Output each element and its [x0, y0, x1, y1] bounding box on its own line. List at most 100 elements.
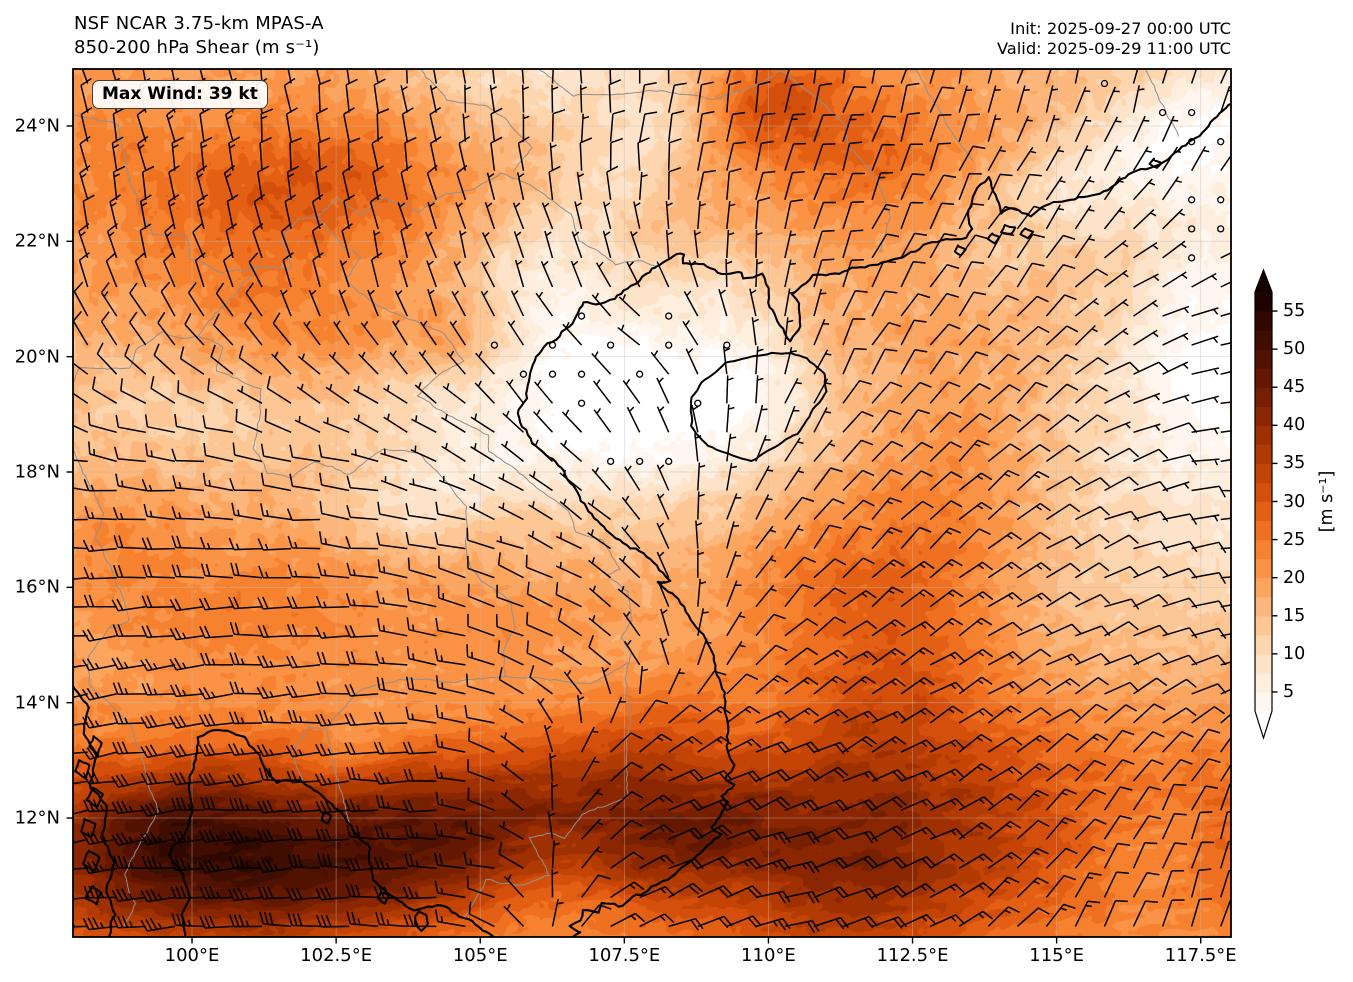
colorbar-tick-label: 35: [1283, 453, 1306, 474]
island-island_my5: [74, 759, 91, 780]
colorbar-tick-label: 25: [1283, 529, 1306, 550]
shear-field-canvas: [73, 69, 1231, 937]
y-tick-label: 14°N: [14, 692, 60, 714]
colorbar-tick-label: 10: [1283, 643, 1306, 664]
x-tick-label: 100°E: [164, 945, 220, 966]
colorbar-axis-label: [m s⁻¹]: [1317, 471, 1337, 533]
calm-wind-circle: [1217, 196, 1225, 204]
wind-barb-staffs: [73, 69, 1231, 933]
calm-wind-circle: [636, 370, 644, 378]
border-cn_vn: [315, 172, 657, 267]
colorbar-band: [1255, 691, 1272, 712]
border-gd_fj: [1144, 69, 1180, 137]
island-island_sz: [1148, 157, 1163, 169]
colorbar-band: [1255, 520, 1272, 541]
border-la_th: [197, 335, 516, 677]
border-vn_la: [316, 216, 633, 663]
island-phuquoc: [414, 910, 429, 932]
calm-wind-circle: [665, 341, 673, 349]
calm-wind-circle: [1217, 225, 1225, 233]
coast-gulf_thailand: [168, 728, 495, 937]
border-la_kh: [504, 662, 629, 685]
colorbar-band: [1255, 425, 1272, 445]
colorbar-band: [1255, 615, 1272, 636]
y-tick-label: 16°N: [14, 576, 60, 598]
colorbar-tick-label: 45: [1283, 377, 1306, 398]
calm-wind-circle: [665, 457, 673, 466]
calm-wind-circle: [606, 341, 615, 349]
colorbar-band: [1255, 387, 1272, 407]
border-yunnan_gx: [419, 69, 533, 172]
max-wind-annotation: Max Wind: 39 kt: [92, 80, 268, 109]
calm-wind-circle: [548, 370, 557, 378]
coastlines: [73, 102, 1231, 937]
colorbar-tick-label: 15: [1283, 605, 1306, 626]
x-tick-label: 107.5°E: [588, 945, 661, 966]
colorbar-band: [1255, 406, 1272, 426]
border-hunan_gd: [780, 70, 891, 253]
colorbar-band: [1255, 672, 1272, 693]
colorbar-band: [1255, 444, 1272, 465]
island-island_my4: [85, 786, 105, 809]
colorbar-band: [1255, 577, 1272, 598]
colorbar-band: [1255, 311, 1272, 331]
calm-wind-circle: [548, 341, 557, 349]
colorbar-band: [1255, 596, 1272, 617]
calm-wind-circle: [1187, 254, 1196, 262]
colorbar-band: [1255, 558, 1272, 579]
calm-wind-circle: [577, 370, 586, 378]
border-guizhou_gx: [537, 69, 782, 101]
calm-wind-circle: [636, 457, 644, 466]
border-th_mm: [73, 330, 198, 384]
island-island_hk1: [1000, 224, 1017, 235]
island-island_hk3: [1019, 227, 1035, 240]
border-vn_kh: [464, 662, 631, 919]
calm-wind-circle: [1187, 138, 1196, 146]
colorbar-extend-min: [1255, 711, 1272, 738]
calm-wind-circle: [1217, 138, 1225, 146]
border-gd_gx2: [915, 69, 974, 161]
graticule-gridlines: [73, 69, 1231, 937]
calm-wind-circle: [1187, 196, 1196, 204]
calm-wind-circle: [1187, 225, 1196, 233]
border-mm_la_mekong: [197, 265, 259, 337]
calm-wind-circle: [577, 312, 586, 320]
x-tick-label: 110°E: [741, 945, 796, 966]
plot-title: NSF NCAR 3.75-km MPAS-A 850-200 hPa Shea…: [74, 12, 324, 60]
colorbar-band: [1255, 349, 1272, 369]
x-tick-label: 115°E: [1029, 945, 1084, 966]
coast-china_coast: [655, 102, 1231, 343]
calm-wind-circle: [519, 370, 528, 378]
plot-title-line1: NSF NCAR 3.75-km MPAS-A: [74, 13, 324, 34]
max-wind-label: Max Wind: 39 kt: [102, 84, 258, 104]
colorbar-band: [1255, 634, 1272, 655]
colorbar-band: [1255, 501, 1272, 522]
calm-wind-circle: [665, 312, 673, 320]
plot-title-line2: 850-200 hPa Shear (m s⁻¹): [74, 37, 320, 58]
calm-wind-circle: [723, 341, 731, 349]
colorbar-tick-label: 30: [1283, 491, 1306, 512]
map-frame-and-ticks: [66, 68, 1232, 944]
colorbar-tick-label: 5: [1283, 681, 1295, 702]
colorbar-band: [1255, 292, 1272, 312]
coast-andaman_coast: [73, 683, 117, 937]
map-frame: [72, 68, 1232, 938]
calm-wind-circle: [1100, 79, 1109, 88]
colorbar-band: [1255, 482, 1272, 503]
island-kohchang: [320, 811, 333, 825]
x-tick-label: 117.5°E: [1164, 945, 1237, 966]
colorbar-tick-label: 50: [1283, 339, 1306, 360]
x-tick-label: 102.5°E: [300, 945, 373, 966]
x-tick-label: 105°E: [452, 945, 508, 966]
border-la_kh_th: [325, 676, 505, 829]
calm-wind-circle: [1187, 108, 1196, 117]
colorbar: [m s⁻¹]: [1254, 268, 1337, 740]
run-time-info: Init: 2025-09-27 00:00 UTC Valid: 2025-0…: [997, 19, 1231, 58]
colorbar-tick-label: 40: [1283, 415, 1306, 436]
y-tick-label: 20°N: [14, 346, 60, 368]
colorbar-band: [1255, 463, 1272, 484]
wind-barbs: [73, 69, 1231, 933]
y-tick-label: 22°N: [14, 230, 60, 252]
colorbar-tick-label: 20: [1283, 567, 1306, 588]
